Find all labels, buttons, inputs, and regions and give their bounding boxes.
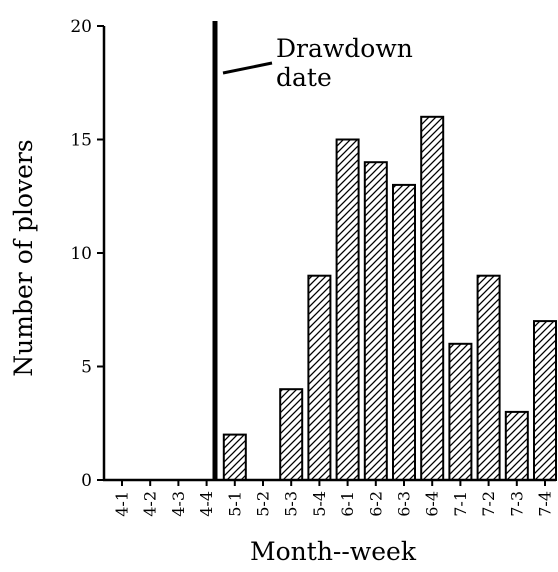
drawdown-pointer	[222, 61, 273, 75]
x-tick-label: 7-1	[451, 491, 470, 517]
x-tick-label: 4-2	[141, 491, 160, 517]
x-tick-label: 6-3	[395, 491, 414, 517]
x-tick-label: 6-1	[338, 491, 357, 517]
y-tick-label: 0	[81, 471, 92, 491]
bar-6-1	[335, 138, 360, 481]
y-tick-label: 10	[70, 244, 92, 264]
x-tick-label: 4-4	[197, 491, 216, 517]
bar-6-4	[420, 115, 445, 482]
x-tick-label: 6-2	[366, 491, 385, 517]
x-tick-label: 5-2	[254, 491, 273, 517]
x-tick-label: 5-1	[225, 491, 244, 517]
x-tick-label: 7-3	[507, 491, 526, 517]
bar-7-3	[504, 410, 529, 481]
bars-layer	[222, 115, 557, 482]
bar-5-4	[307, 274, 332, 482]
y-ticks-layer: 0 5 10 15 20	[70, 17, 104, 491]
drawdown-label-line-2: date	[276, 63, 332, 92]
bar-7-4	[533, 320, 557, 481]
x-tick-label: 4-1	[113, 491, 132, 517]
bar-5-1	[222, 433, 247, 482]
bar-7-2	[476, 274, 501, 482]
x-axis-title: Month--week	[250, 537, 417, 566]
x-tick-label: 5-4	[310, 491, 329, 517]
x-tick-label: 5-3	[282, 491, 301, 517]
bar-6-2	[363, 161, 388, 481]
x-tick-label: 7-2	[479, 491, 498, 517]
y-axis-title: Number of plovers	[9, 139, 38, 376]
bar-6-3	[392, 183, 416, 481]
y-tick-label: 20	[70, 17, 92, 37]
x-tick-label: 4-3	[169, 491, 188, 517]
y-tick-label: 5	[81, 358, 92, 378]
bar-7-1	[448, 342, 473, 481]
x-ticks-layer: 4-1 4-2 4-3 4-4 5-1 5-2 5-3 5-4 6-1 6-2 6-3 6-4 7-1 7…	[113, 480, 555, 517]
x-tick-label: 7-4	[536, 491, 555, 517]
drawdown-label-line-1: Drawdown	[276, 34, 413, 63]
y-tick-label: 15	[70, 131, 92, 151]
bar-5-3	[279, 388, 304, 482]
x-tick-label: 6-4	[423, 491, 442, 517]
